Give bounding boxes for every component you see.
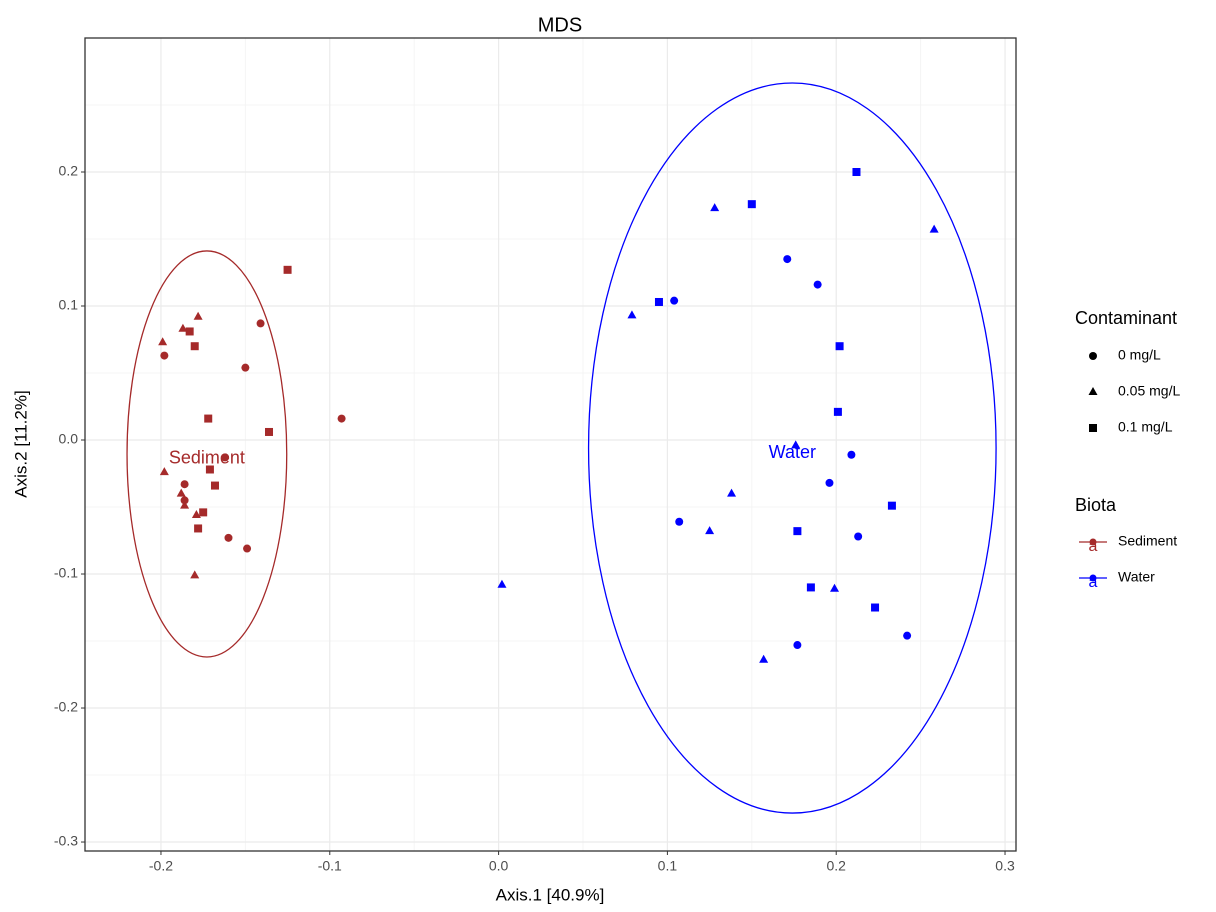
point (654, 297, 663, 306)
point (793, 641, 802, 650)
legend-symbol (1089, 574, 1097, 582)
y-tick-label: -0.3 (54, 833, 78, 849)
point (191, 510, 201, 519)
point (193, 311, 203, 320)
point (180, 500, 190, 509)
x-tick-label: 0.3 (995, 858, 1015, 874)
confidence-ellipse (587, 82, 997, 814)
x-axis-title: Axis.1 [40.9%] (496, 885, 605, 904)
point (710, 203, 720, 212)
point (185, 327, 194, 336)
legend-title: Biota (1075, 495, 1117, 515)
point (833, 407, 842, 416)
point (887, 501, 896, 510)
point (158, 337, 168, 346)
point (160, 351, 169, 360)
point (205, 465, 214, 474)
point (224, 533, 233, 542)
point (670, 296, 679, 305)
point (180, 480, 189, 489)
point (627, 310, 637, 319)
point (210, 481, 219, 490)
point (847, 450, 856, 459)
point (705, 526, 715, 535)
legend-label: 0.1 mg/L (1118, 419, 1173, 435)
point (791, 440, 801, 449)
legend-symbol (1089, 352, 1097, 360)
point (497, 579, 507, 588)
y-tick-label: 0.1 (59, 297, 79, 313)
point (825, 478, 834, 487)
legend-symbol (1088, 387, 1098, 395)
point (204, 414, 213, 423)
y-tick-label: 0.2 (59, 163, 79, 179)
point (221, 453, 230, 462)
point (178, 323, 188, 332)
point (852, 168, 861, 177)
point (903, 631, 912, 640)
legend-label: Water (1118, 569, 1155, 585)
point (243, 544, 252, 553)
y-tick-label: -0.1 (54, 565, 78, 581)
point (835, 342, 844, 351)
y-tick-label: 0.0 (59, 431, 79, 447)
y-axis-title: Axis.2 [11.2%] (11, 390, 30, 497)
legend-symbol (1089, 538, 1097, 546)
point (929, 224, 939, 233)
point (199, 508, 208, 517)
point (241, 363, 250, 372)
x-tick-label: 0.1 (658, 858, 678, 874)
point (806, 583, 815, 592)
chart-title: MDS (538, 14, 582, 36)
point (159, 467, 169, 476)
point (747, 200, 756, 209)
point (190, 342, 199, 351)
point (265, 427, 274, 436)
point (854, 532, 863, 541)
panel-border (84, 37, 1017, 852)
legend-label: 0 mg/L (1118, 347, 1161, 363)
point (783, 255, 792, 264)
legend-label: Sediment (1118, 533, 1177, 549)
point (176, 488, 186, 497)
legend-title: Contaminant (1075, 308, 1177, 328)
point (256, 319, 265, 328)
point (194, 524, 203, 533)
point (180, 496, 189, 505)
point (675, 517, 684, 526)
ellipse-label: Sediment (169, 448, 245, 468)
point (793, 527, 802, 536)
confidence-ellipse (126, 250, 288, 658)
x-tick-label: 0.2 (826, 858, 846, 874)
ellipse-label: Water (769, 442, 816, 462)
point (337, 414, 346, 423)
x-tick-label: -0.2 (149, 858, 173, 874)
point (871, 603, 880, 612)
x-tick-label: -0.1 (318, 858, 342, 874)
legend-key-text: a (1089, 574, 1098, 591)
point (759, 654, 769, 663)
point (830, 583, 840, 592)
point (727, 488, 737, 497)
point (190, 570, 200, 579)
y-tick-label: -0.2 (54, 699, 78, 715)
x-tick-label: 0.0 (489, 858, 509, 874)
point (283, 265, 292, 274)
legend-symbol (1089, 424, 1097, 432)
point (813, 280, 822, 289)
legend-key-text: a (1089, 538, 1098, 555)
legend-label: 0.05 mg/L (1118, 383, 1180, 399)
